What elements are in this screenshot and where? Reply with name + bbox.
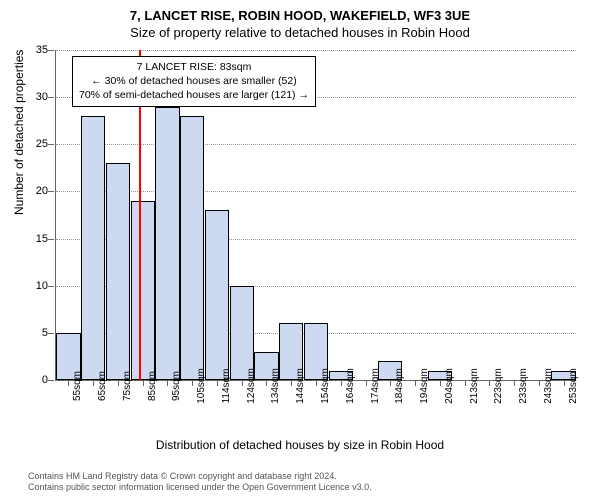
histogram-bar [230, 286, 254, 380]
x-tick [415, 380, 416, 386]
title-block: 7, LANCET RISE, ROBIN HOOD, WAKEFIELD, W… [0, 0, 600, 40]
grid-line [56, 191, 576, 192]
footer-line2: Contains public sector information licen… [28, 482, 372, 494]
y-tick [48, 50, 54, 51]
x-tick [514, 380, 515, 386]
y-tick-label: 10 [18, 280, 48, 292]
x-tick-label: 223sqm [493, 368, 504, 404]
title-sub: Size of property relative to detached ho… [0, 25, 600, 40]
x-tick [143, 380, 144, 386]
histogram-bar [205, 210, 229, 380]
y-tick-label: 15 [18, 233, 48, 245]
x-tick-label: 164sqm [345, 368, 356, 404]
y-tick-label: 30 [18, 91, 48, 103]
histogram-bar [131, 201, 155, 380]
y-tick-label: 0 [18, 374, 48, 386]
x-tick [68, 380, 69, 386]
y-tick [48, 380, 54, 381]
x-tick [266, 380, 267, 386]
x-tick [192, 380, 193, 386]
x-tick-label: 204sqm [444, 368, 455, 404]
y-tick [48, 333, 54, 334]
x-tick-label: 213sqm [469, 368, 480, 404]
x-tick [93, 380, 94, 386]
footer-line1: Contains HM Land Registry data © Crown c… [28, 471, 372, 483]
y-tick [48, 191, 54, 192]
x-tick-label: 233sqm [518, 368, 529, 404]
y-tick [48, 239, 54, 240]
annotation-line2: ← 30% of detached houses are smaller (52… [79, 74, 309, 88]
annotation-line3: 70% of semi-detached houses are larger (… [79, 88, 309, 102]
histogram-bar [81, 116, 105, 380]
x-tick [242, 380, 243, 386]
annotation-line1: 7 LANCET RISE: 83sqm [79, 60, 309, 74]
x-tick [366, 380, 367, 386]
y-tick-label: 5 [18, 327, 48, 339]
x-tick [440, 380, 441, 386]
x-tick-label: 253sqm [568, 368, 579, 404]
x-tick-label: 184sqm [394, 368, 405, 404]
grid-line [56, 144, 576, 145]
histogram-bar [180, 116, 204, 380]
x-tick [118, 380, 119, 386]
plot-region: 0510152025303555sqm65sqm75sqm85sqm95sqm1… [55, 50, 576, 381]
y-tick-label: 20 [18, 185, 48, 197]
y-tick [48, 144, 54, 145]
x-tick [489, 380, 490, 386]
x-tick [291, 380, 292, 386]
x-tick [341, 380, 342, 386]
x-tick [167, 380, 168, 386]
chart-container: 7, LANCET RISE, ROBIN HOOD, WAKEFIELD, W… [0, 0, 600, 500]
y-tick-label: 25 [18, 138, 48, 150]
x-tick [564, 380, 565, 386]
x-tick [390, 380, 391, 386]
x-tick [217, 380, 218, 386]
title-main: 7, LANCET RISE, ROBIN HOOD, WAKEFIELD, W… [0, 8, 600, 23]
x-axis-title: Distribution of detached houses by size … [0, 438, 600, 452]
x-tick [316, 380, 317, 386]
x-tick [539, 380, 540, 386]
x-tick [465, 380, 466, 386]
histogram-bar [155, 107, 179, 380]
grid-line [56, 50, 576, 51]
chart-area: 0510152025303555sqm65sqm75sqm85sqm95sqm1… [55, 50, 575, 420]
y-tick [48, 97, 54, 98]
y-tick [48, 286, 54, 287]
annotation-box: 7 LANCET RISE: 83sqm ← 30% of detached h… [72, 56, 316, 107]
footer: Contains HM Land Registry data © Crown c… [28, 471, 372, 494]
histogram-bar [106, 163, 130, 380]
y-tick-label: 35 [18, 44, 48, 56]
